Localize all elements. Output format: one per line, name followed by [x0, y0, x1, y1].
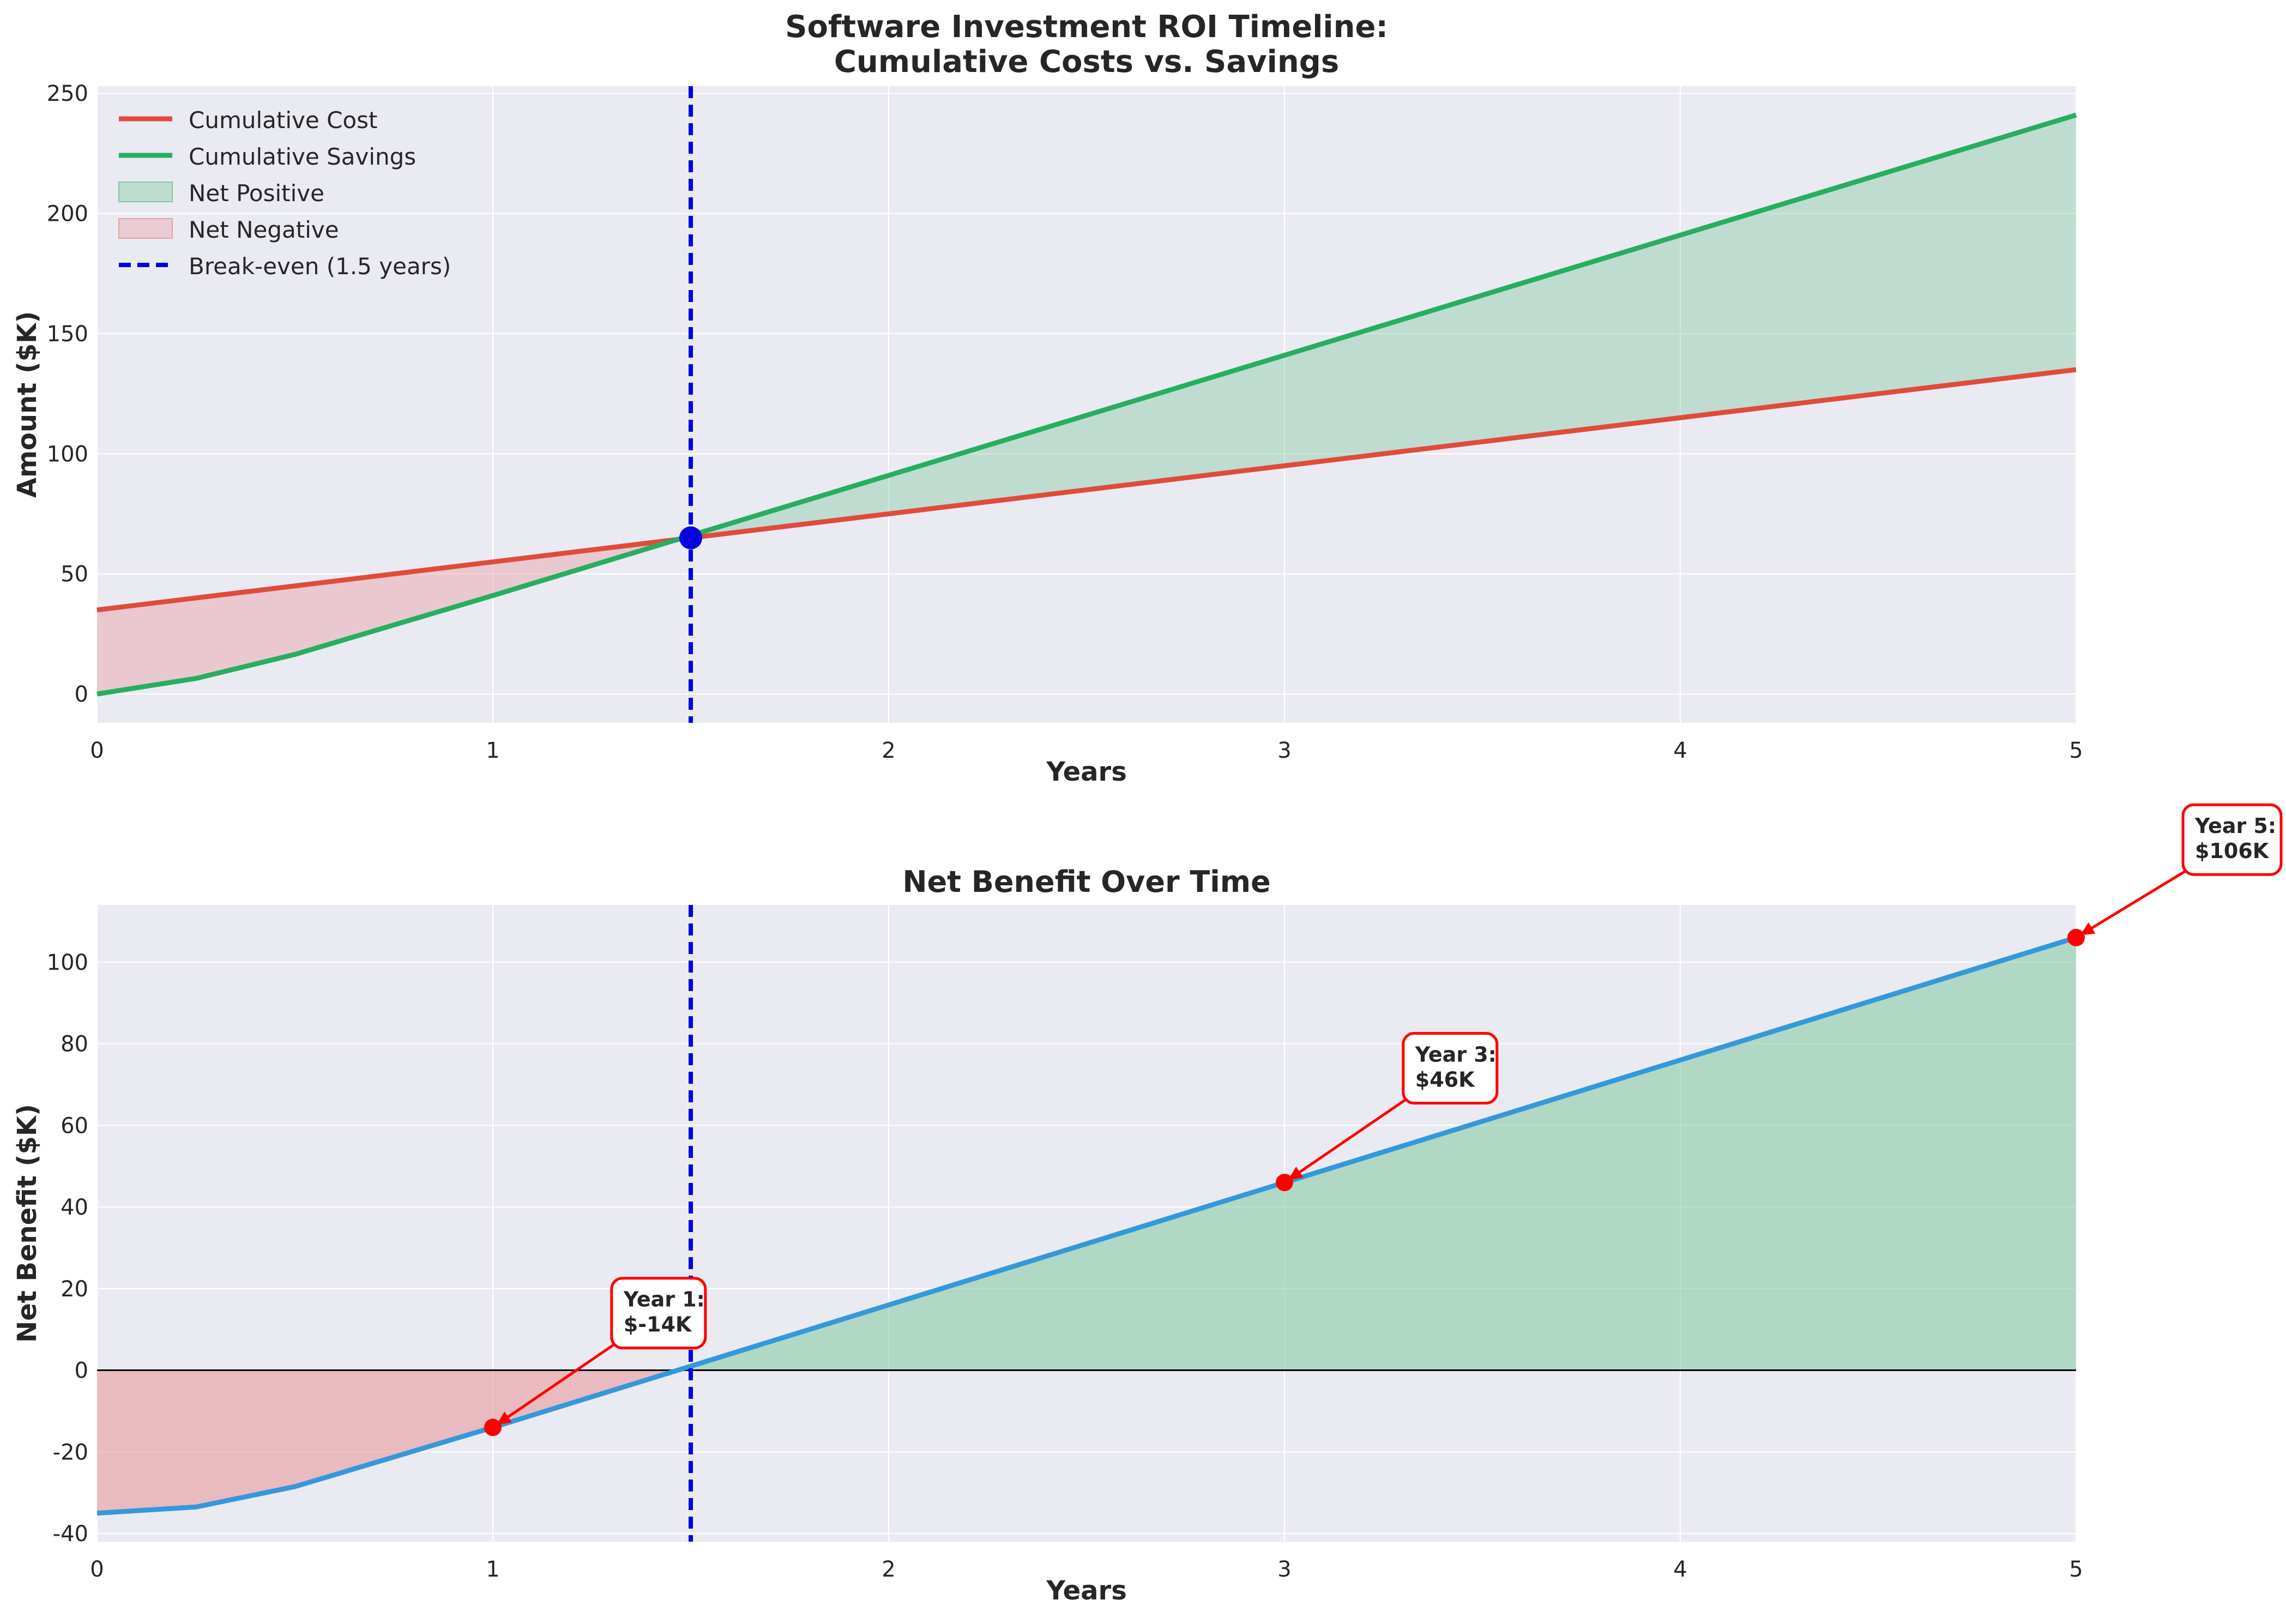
net-benefit-line	[96, 935, 2077, 1516]
top-y-tick-label: 250	[47, 81, 88, 106]
annotation-marker	[484, 1418, 502, 1436]
annotation-label-line1: Year 5:	[2194, 814, 2276, 838]
legend-label-cost: Cumulative Cost	[189, 107, 377, 134]
bottom-y-tick-label: 100	[47, 950, 88, 975]
legend-label-break-even: Break-even (1.5 years)	[189, 253, 451, 280]
bottom-x-tick-label: 0	[90, 1557, 104, 1582]
bottom-y-axis-label: Net Benefit ($K)	[12, 1104, 43, 1343]
bottom-y-tick-label: -40	[53, 1522, 88, 1547]
cumulative-chart: 0 1 2 3 4 5 0 50 100 150 200 250 Software Investme…	[12, 9, 2083, 787]
top-chart-title-line1: Software Investment ROI Timeline:	[785, 9, 1388, 45]
bottom-y-tick-label: 40	[61, 1195, 88, 1220]
annotation-marker	[2067, 928, 2085, 946]
negative-benefit-area	[97, 1370, 678, 1513]
bottom-y-tick-label: -20	[53, 1440, 88, 1465]
annotation-label-line2: $106K	[2195, 839, 2270, 863]
bottom-x-tick-label: 3	[1277, 1557, 1291, 1582]
annotation-label-line1: Year 3:	[1415, 1042, 1497, 1066]
top-x-tick-label: 2	[882, 738, 895, 763]
top-chart-title-line2: Cumulative Costs vs. Savings	[834, 44, 1339, 80]
top-break-even	[679, 86, 702, 723]
top-y-axis-label: Amount ($K)	[12, 311, 43, 498]
bottom-x-tick-label: 2	[882, 1557, 895, 1582]
bottom-y-tick-label: 80	[61, 1032, 88, 1057]
bottom-x-axis-label: Years	[1046, 1575, 1127, 1606]
top-x-tick-label: 3	[1277, 738, 1291, 763]
top-x-tick-label: 4	[1673, 738, 1687, 763]
annotation-arrowhead	[2079, 922, 2096, 935]
top-legend: Cumulative Cost Cumulative Savings Net P…	[118, 107, 451, 280]
legend-label-net-positive: Net Positive	[189, 180, 324, 207]
bottom-y-tick-label: 0	[75, 1359, 88, 1384]
annotation-box	[1402, 1031, 1499, 1104]
annotation-box	[610, 1277, 707, 1350]
top-y-tick-label: 50	[61, 562, 88, 587]
bottom-x-tick-label: 5	[2069, 1557, 2083, 1582]
break-even-point	[679, 526, 702, 550]
bottom-x-tick-label: 4	[1673, 1557, 1687, 1582]
top-y-tick-labels: 0 50 100 150 200 250	[47, 81, 88, 707]
legend-label-net-negative: Net Negative	[189, 216, 339, 243]
bottom-y-tick-label: 60	[61, 1113, 88, 1138]
top-x-tick-label: 1	[486, 738, 499, 763]
annotation-arrowhead	[1288, 1167, 1304, 1180]
annotation-box	[2181, 803, 2283, 876]
top-y-tick-label: 0	[75, 682, 88, 707]
net-benefit-chart: Year 1:$-14K Year 3:$46K Year 5:$106K 0 1 2 3…	[12, 803, 2283, 1606]
net-negative-area	[97, 539, 678, 695]
top-y-tick-label: 150	[47, 322, 88, 347]
bottom-x-tick-labels: 0 1 2 3 4 5	[90, 1557, 2083, 1582]
bottom-annotations: Year 1:$-14K Year 3:$46K Year 5:$106K	[484, 803, 2283, 1436]
top-x-tick-label: 0	[90, 738, 104, 763]
annotation-label-line2: $46K	[1415, 1067, 1475, 1091]
annotation-arrow	[1287, 1098, 1407, 1181]
top-y-tick-label: 200	[47, 202, 88, 227]
legend-swatch-net-positive	[118, 182, 173, 202]
annotation-arrow	[2079, 870, 2186, 937]
annotation-label-line2: $-14K	[624, 1313, 692, 1337]
top-x-tick-labels: 0 1 2 3 4 5	[90, 738, 2083, 763]
top-y-tick-label: 100	[47, 442, 88, 467]
bottom-y-tick-labels: -40 -20 0 20 40 60 80 100	[47, 950, 88, 1547]
annotation-arrow	[496, 1343, 615, 1426]
top-x-axis-label: Years	[1046, 757, 1127, 787]
annotation-arrowhead	[496, 1411, 512, 1425]
bottom-series-line	[96, 935, 2077, 1516]
annotation-marker	[1276, 1174, 1293, 1192]
legend-swatch-net-negative	[118, 218, 173, 239]
annotation-label-line1: Year 1:	[623, 1288, 705, 1312]
bottom-x-tick-label: 1	[486, 1557, 499, 1582]
legend-label-savings: Cumulative Savings	[189, 143, 416, 170]
bottom-chart-title: Net Benefit Over Time	[902, 865, 1270, 899]
bottom-y-tick-label: 20	[61, 1277, 88, 1302]
top-x-tick-label: 5	[2069, 738, 2083, 763]
